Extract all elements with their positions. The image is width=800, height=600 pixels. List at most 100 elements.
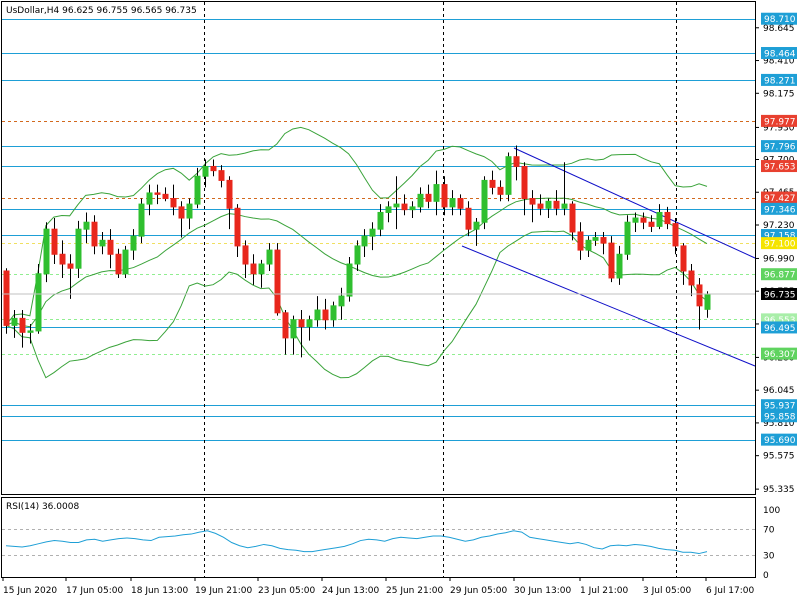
candle-51 bbox=[409, 201, 416, 219]
level-tag-14: 95.937 bbox=[761, 399, 797, 412]
level-tag-label-5: 97.653 bbox=[764, 163, 796, 173]
candle-3 bbox=[27, 323, 34, 344]
candle-22 bbox=[178, 201, 185, 238]
bb-lower bbox=[5, 230, 708, 379]
candle-13 bbox=[107, 229, 114, 269]
candle-66 bbox=[529, 190, 536, 223]
candle-67 bbox=[537, 194, 544, 216]
candle-70 bbox=[561, 162, 568, 216]
level-tag-2: 98.271 bbox=[761, 73, 797, 86]
channel-upper bbox=[513, 147, 756, 259]
level-tags: 98.710 98.464 98.271 97.977 97.796 97.653 97.4… bbox=[2, 12, 797, 446]
candle-34 bbox=[274, 243, 281, 316]
candle-21 bbox=[170, 184, 177, 216]
level-tag-label-2: 98.271 bbox=[764, 76, 796, 86]
level-tag-label-4: 97.796 bbox=[764, 143, 796, 153]
candle-71 bbox=[569, 201, 576, 241]
candle-39 bbox=[314, 296, 321, 327]
candle-6 bbox=[51, 218, 58, 265]
candle-37 bbox=[298, 310, 305, 358]
time-label-6: 25 Jun 21:00 bbox=[386, 586, 443, 596]
candle-52 bbox=[417, 187, 424, 213]
candle-36 bbox=[290, 315, 297, 355]
candle-57 bbox=[457, 194, 464, 216]
level-tag-label-9: 97.100 bbox=[764, 240, 796, 250]
time-label-7: 29 Jun 05:00 bbox=[450, 586, 507, 596]
time-label-1: 17 Jun 05:00 bbox=[66, 586, 123, 596]
candle-12 bbox=[99, 231, 106, 255]
time-label-3: 19 Jun 21:00 bbox=[195, 586, 252, 596]
level-tag-label-13: 96.307 bbox=[764, 350, 796, 360]
price-tick-12: 95.810 bbox=[763, 419, 795, 429]
candle-76 bbox=[608, 236, 615, 283]
price-tick-2: 98.175 bbox=[763, 89, 795, 99]
candle-41 bbox=[330, 301, 337, 327]
candle-81 bbox=[648, 215, 655, 232]
candle-30 bbox=[242, 240, 249, 278]
price-tick-1: 98.410 bbox=[763, 57, 795, 67]
price-axis: 98.64598.41098.17597.93097.70097.46597.2… bbox=[755, 24, 795, 495]
level-tag-5: 97.653 bbox=[761, 160, 797, 173]
candle-9 bbox=[75, 220, 82, 278]
level-tag-9: 97.100 bbox=[761, 237, 797, 250]
candle-43 bbox=[346, 257, 353, 302]
candle-28 bbox=[226, 176, 233, 230]
candle-59 bbox=[473, 218, 480, 246]
rsi-tick-3: 0 bbox=[763, 571, 769, 581]
candle-31 bbox=[250, 254, 257, 285]
candle-47 bbox=[377, 204, 384, 237]
bb-upper bbox=[5, 126, 708, 326]
rsi-tick-0: 100 bbox=[763, 506, 780, 516]
level-tag-label-6: 97.427 bbox=[764, 194, 796, 204]
candle-65 bbox=[521, 162, 528, 216]
level-tag-4: 97.796 bbox=[761, 140, 797, 153]
level-tag-label-8: 97.158 bbox=[764, 232, 796, 242]
price-tick-0: 98.645 bbox=[763, 24, 795, 34]
candle-40 bbox=[322, 298, 329, 330]
candle-86 bbox=[688, 264, 695, 297]
time-label-4: 23 Jun 05:00 bbox=[258, 586, 315, 596]
chart-title: UsDollar,H4 96.625 96.755 96.565 96.735 bbox=[6, 6, 197, 16]
candle-38 bbox=[306, 315, 313, 341]
candle-5 bbox=[43, 222, 50, 283]
level-tag-label-16: 95.690 bbox=[764, 436, 796, 446]
time-label-0: 15 Jun 2020 bbox=[3, 586, 57, 596]
candle-75 bbox=[600, 231, 607, 255]
candle-68 bbox=[545, 198, 552, 219]
candle-48 bbox=[385, 201, 392, 223]
level-tag-1: 98.464 bbox=[761, 47, 797, 60]
level-tag-13: 96.307 bbox=[761, 347, 797, 360]
rsi-indicator: 100 70 30 0 bbox=[2, 506, 780, 581]
rsi-tick-1: 70 bbox=[763, 526, 775, 536]
session-separators bbox=[204, 2, 677, 577]
time-label-9: 1 Jul 21:00 bbox=[580, 586, 629, 596]
candle-2 bbox=[19, 310, 26, 348]
rsi-line bbox=[5, 530, 708, 555]
candle-80 bbox=[640, 212, 647, 230]
candle-62 bbox=[497, 180, 504, 202]
level-tag-7: 97.346 bbox=[761, 202, 797, 215]
candle-1 bbox=[11, 310, 18, 338]
price-tick-7: 96.990 bbox=[763, 254, 795, 264]
candle-73 bbox=[585, 236, 592, 258]
candle-78 bbox=[624, 215, 631, 260]
time-label-2: 18 Jun 13:00 bbox=[131, 586, 188, 596]
price-tick-13: 95.575 bbox=[763, 452, 795, 462]
level-tag-label-1: 98.464 bbox=[764, 50, 796, 60]
price-tick-14: 95.335 bbox=[763, 485, 795, 495]
time-axis: 15 Jun 2020 17 Jun 05:00 18 Jun 13:00 19 Ju… bbox=[2, 577, 755, 596]
candle-85 bbox=[680, 243, 687, 285]
candle-53 bbox=[425, 184, 432, 209]
candle-54 bbox=[433, 170, 440, 216]
level-tag-10: 96.877 bbox=[761, 268, 797, 281]
level-tag-label-0: 98.710 bbox=[764, 15, 796, 25]
time-label-8: 30 Jun 13:00 bbox=[514, 586, 571, 596]
candle-87 bbox=[696, 277, 703, 330]
level-tag-12: 96.495 bbox=[761, 321, 797, 334]
rsi-label: RSI(14) 36.0008 bbox=[6, 502, 79, 512]
candle-15 bbox=[122, 245, 129, 278]
rsi-panel bbox=[1, 497, 756, 578]
candle-35 bbox=[282, 310, 289, 355]
candle-64 bbox=[513, 145, 520, 181]
